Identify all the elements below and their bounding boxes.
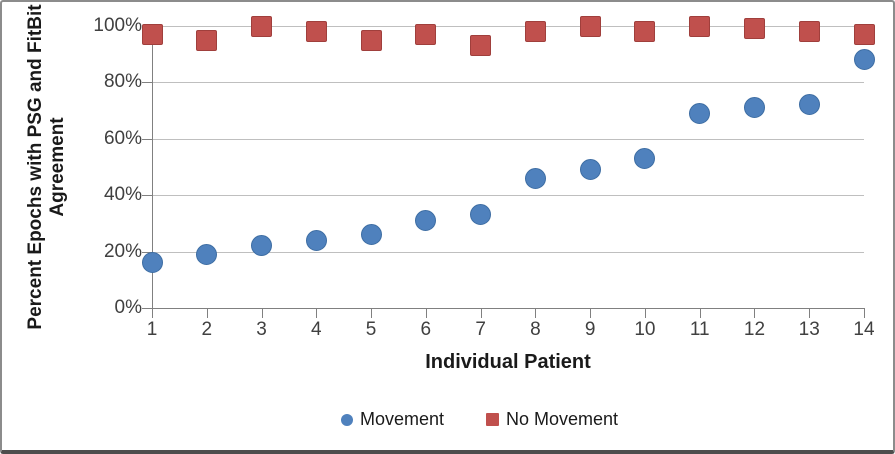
x-axis-line — [152, 308, 865, 309]
y-axis-title-line1: Percent Epochs with PSG and FitBit — [25, 4, 46, 330]
no-movement-series-icon — [486, 413, 499, 426]
x-tick-label: 8 — [530, 319, 541, 340]
x-tick-label: 10 — [634, 319, 656, 340]
y-tick-mark — [142, 308, 152, 309]
no-movement-marker — [579, 15, 601, 37]
x-tick-label: 4 — [311, 319, 322, 340]
y-axis-title-line2: Agreement — [47, 117, 68, 217]
gridline — [152, 26, 864, 27]
movement-marker — [196, 243, 218, 265]
legend-label-no-movement: No Movement — [506, 409, 619, 429]
x-tick-label: 12 — [743, 319, 766, 340]
movement-marker — [251, 235, 273, 257]
x-tick-mark — [261, 309, 263, 318]
movement-marker — [853, 49, 875, 71]
y-tick-label: 60% — [103, 127, 142, 149]
x-tick-label: 9 — [584, 319, 596, 340]
no-movement-marker — [305, 21, 327, 43]
movement-marker — [415, 210, 437, 232]
movement-marker — [524, 167, 546, 189]
no-movement-marker — [251, 15, 273, 37]
x-tick-mark — [206, 309, 208, 318]
legend-item-movement: Movement — [340, 409, 444, 430]
legend-item-no-movement: No Movement — [486, 409, 618, 430]
gridline — [152, 138, 864, 140]
x-axis-title: Individual Patient — [425, 351, 591, 373]
y-tick-label: 0% — [114, 297, 142, 318]
x-tick-mark — [754, 309, 756, 318]
y-tick-mark — [142, 82, 152, 84]
movement-marker — [141, 252, 163, 274]
movement-marker — [305, 229, 327, 251]
gridline — [152, 195, 864, 197]
y-tick-label: 40% — [103, 184, 142, 206]
movement-marker — [634, 148, 656, 170]
x-tick-mark — [590, 309, 592, 318]
no-movement-marker — [196, 29, 218, 51]
x-tick-mark — [371, 309, 373, 318]
x-tick-label: 13 — [798, 319, 820, 340]
y-tick-label: 100% — [93, 15, 142, 36]
x-tick-label: 2 — [201, 319, 213, 340]
movement-marker — [579, 159, 601, 181]
gridline — [152, 251, 864, 253]
x-tick-mark — [699, 309, 701, 318]
x-tick-mark — [644, 309, 646, 318]
x-tick-mark — [425, 309, 427, 318]
movement-marker — [470, 204, 492, 226]
no-movement-marker — [743, 18, 765, 40]
no-movement-marker — [524, 21, 546, 43]
gridline — [152, 82, 864, 84]
no-movement-marker — [470, 35, 492, 57]
y-axis-line — [152, 26, 153, 308]
y-tick-label: 20% — [103, 240, 142, 262]
legend: Movement No Movement — [32, 409, 893, 430]
x-tick-label: 7 — [475, 319, 486, 340]
no-movement-marker — [689, 15, 711, 37]
x-tick-mark — [535, 309, 537, 318]
x-tick-label: 6 — [420, 319, 432, 340]
x-tick-mark — [152, 309, 153, 318]
movement-marker — [743, 97, 765, 119]
y-tick-label: 80% — [103, 71, 142, 93]
no-movement-marker — [360, 29, 382, 51]
movement-marker — [798, 94, 820, 116]
y-tick-mark — [142, 138, 152, 140]
movement-series-icon — [340, 413, 353, 426]
x-tick-mark — [316, 309, 318, 318]
no-movement-marker — [415, 23, 437, 45]
x-tick-mark — [809, 309, 811, 318]
x-tick-label: 3 — [256, 319, 267, 340]
legend-label-movement: Movement — [359, 409, 444, 429]
no-movement-marker — [634, 21, 656, 43]
x-tick-mark — [480, 309, 482, 318]
no-movement-marker — [141, 23, 163, 45]
no-movement-marker — [798, 21, 820, 43]
x-tick-label: 1 — [146, 319, 158, 340]
x-tick-label: 14 — [853, 319, 875, 340]
movement-marker — [689, 102, 711, 124]
x-tick-label: 5 — [365, 319, 377, 340]
y-axis-title: Percent Epochs with PSG and FitBit Agree… — [25, 2, 69, 350]
x-tick-mark — [864, 309, 865, 318]
no-movement-marker — [853, 23, 875, 45]
y-tick-mark — [142, 195, 152, 197]
x-tick-label: 11 — [689, 319, 710, 340]
movement-marker — [360, 224, 382, 246]
y-tick-mark — [142, 251, 152, 253]
